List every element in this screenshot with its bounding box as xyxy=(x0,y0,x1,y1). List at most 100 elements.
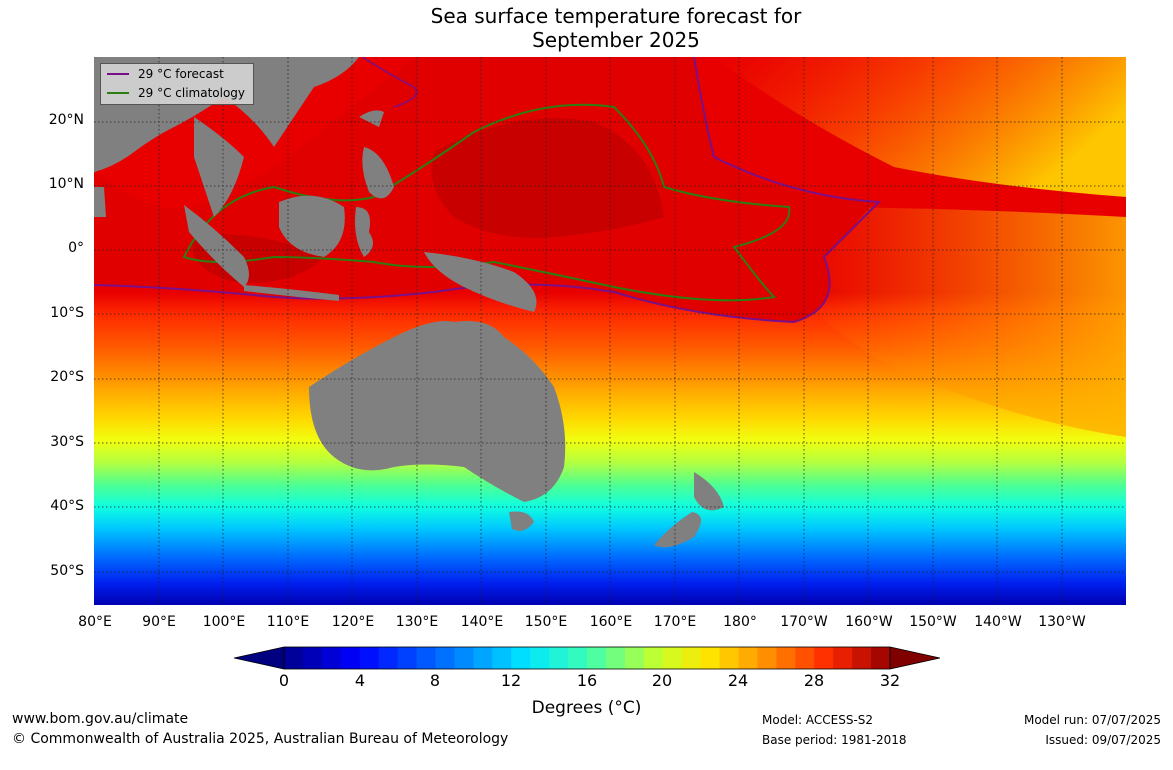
colorbar-cell xyxy=(719,647,739,669)
colorbar-high-arrow xyxy=(889,646,940,670)
colorbar-frame xyxy=(283,646,891,670)
colorbar-tick: 4 xyxy=(354,671,366,690)
lon-label: 140°E xyxy=(460,614,504,630)
tasmania xyxy=(509,511,534,531)
title-line-1: Sea surface temperature forecast for xyxy=(430,4,802,28)
colorbar-tick: 24 xyxy=(727,671,749,690)
colorbar-cell xyxy=(814,647,834,669)
lon-label: 170°W xyxy=(780,614,828,630)
colorbar-label: Degrees (°C) xyxy=(531,698,642,718)
lat-label: 30°S xyxy=(50,434,84,450)
lat-label: 20°N xyxy=(48,112,84,128)
legend-forecast-label: 29 °C forecast xyxy=(138,67,224,81)
forecast-29c-contour-north xyxy=(361,57,418,108)
sulawesi xyxy=(355,207,373,257)
lat-label: 10°S xyxy=(50,305,84,321)
colorbar-cell xyxy=(795,647,815,669)
sst-map-svg xyxy=(94,57,1126,605)
lat-label: 0° xyxy=(68,240,84,256)
indochina xyxy=(194,117,244,217)
lon-label: 110°E xyxy=(266,614,310,630)
colorbar-cell xyxy=(549,647,569,669)
india-tip xyxy=(94,187,106,217)
australia xyxy=(309,321,566,502)
lon-label: 120°E xyxy=(331,614,375,630)
nz-south-island xyxy=(654,512,702,548)
colorbar-tick: 0 xyxy=(278,671,290,690)
colorbar-cell xyxy=(492,647,512,669)
lon-label: 80°E xyxy=(78,614,112,630)
colorbar-cell xyxy=(587,647,607,669)
colorbar-low-arrow xyxy=(234,646,285,670)
map-title: Sea surface temperature forecast for Sep… xyxy=(0,4,1173,52)
legend-climatology-label: 29 °C climatology xyxy=(138,86,246,100)
lon-label: 170°E xyxy=(653,614,697,630)
colorbar-cell xyxy=(284,647,304,669)
graticule xyxy=(94,57,1126,605)
forecast-line-swatch xyxy=(107,73,129,75)
legend-forecast-row: 29 °C forecast xyxy=(107,66,224,82)
footer-base-period: Base period: 1981-2018 xyxy=(762,733,907,747)
taiwan xyxy=(359,110,384,127)
footer-url: www.bom.gov.au/climate xyxy=(12,711,189,727)
northeast-cool-region xyxy=(714,57,1126,197)
colorbar-cell xyxy=(340,647,361,669)
lon-label: 130°W xyxy=(1038,614,1086,630)
lat-label: 10°N xyxy=(48,176,84,192)
climatology-line-swatch xyxy=(107,92,129,94)
colorbar-cell xyxy=(397,647,418,669)
colorbar-tick: 12 xyxy=(500,671,522,690)
philippines xyxy=(362,147,394,199)
java xyxy=(244,285,339,301)
footer-model: Model: ACCESS-S2 xyxy=(762,713,874,727)
lat-label: 50°S xyxy=(50,563,84,579)
lon-label: 150°E xyxy=(524,614,568,630)
colorbar-cell xyxy=(416,647,436,669)
colorbar-tick: 8 xyxy=(429,671,441,690)
colorbar-cell xyxy=(435,647,455,669)
colorbar-cell xyxy=(757,647,777,669)
colorbar-cell xyxy=(700,647,721,669)
lon-label: 90°E xyxy=(142,614,176,630)
borneo xyxy=(279,195,345,257)
lon-label: 100°E xyxy=(202,614,246,630)
lat-label: 20°S xyxy=(50,369,84,385)
colorbar-cell xyxy=(454,647,474,669)
colorbar xyxy=(234,646,940,670)
eastern-cool-tongue xyxy=(794,207,1126,437)
footer-model-run: Model run: 07/07/2025 xyxy=(1023,713,1161,727)
colorbar-cells xyxy=(284,647,891,669)
new-guinea xyxy=(424,252,537,312)
colorbar-cell xyxy=(568,647,588,669)
colorbar-cell xyxy=(605,647,626,669)
sumatra xyxy=(184,205,249,287)
lon-label: 160°E xyxy=(589,614,633,630)
colorbar-cell xyxy=(473,647,493,669)
warm-pool-core xyxy=(431,118,664,238)
footer-issued: Issued: 09/07/2025 xyxy=(1045,733,1161,747)
colorbar-cell xyxy=(662,647,683,669)
colorbar-cell xyxy=(776,647,796,669)
colorbar-tick: 20 xyxy=(651,671,673,690)
footer-copyright: © Commonwealth of Australia 2025, Austra… xyxy=(12,731,509,747)
colorbar-cell xyxy=(321,647,342,669)
colorbar-cell xyxy=(852,647,872,669)
lat-label: 40°S xyxy=(50,498,84,514)
contour-legend: 29 °C forecast 29 °C climatology xyxy=(100,63,254,105)
colorbar-cell xyxy=(359,647,380,669)
colorbar-cell xyxy=(530,647,550,669)
colorbar-tick: 32 xyxy=(879,671,901,690)
lon-label: 150°W xyxy=(909,614,957,630)
forecast-29c-contour xyxy=(94,57,882,324)
lon-label: 140°W xyxy=(974,614,1022,630)
colorbar-tick: 16 xyxy=(576,671,598,690)
lon-label: 180° xyxy=(723,614,757,630)
colorbar-cell xyxy=(302,647,323,669)
colorbar-cell xyxy=(643,647,664,669)
title-line-2: September 2025 xyxy=(532,28,700,52)
nz-north-island xyxy=(694,472,724,511)
colorbar-cell xyxy=(511,647,531,669)
colorbar-tick: 28 xyxy=(803,671,825,690)
colorbar-cell xyxy=(871,647,891,669)
colorbar-cell xyxy=(738,647,758,669)
